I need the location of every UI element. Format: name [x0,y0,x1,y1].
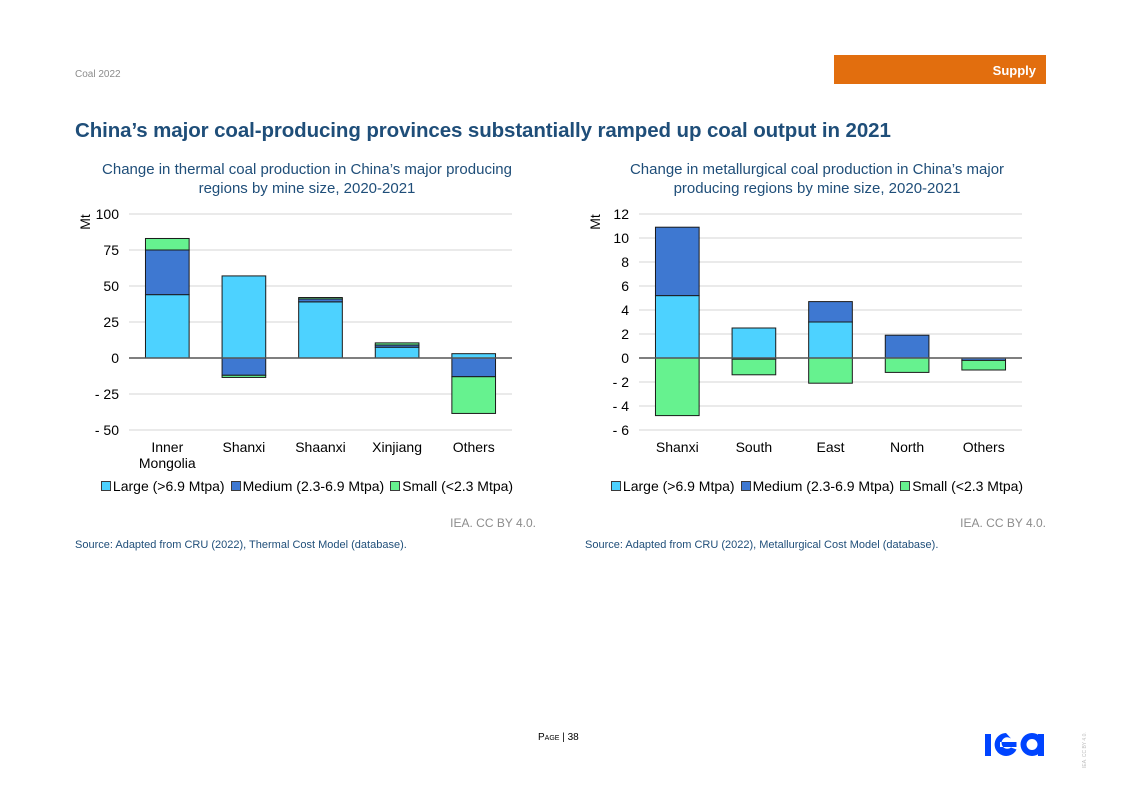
chart-title-line: Change in metallurgical coal production … [629,161,1005,178]
y-axis-label: Mt [587,214,603,230]
page-number: Page | 38 [538,732,579,743]
bar-segment-medium [654,226,700,297]
x-tick-label: Shaanxi [295,439,346,455]
bar-segment-small [451,376,497,414]
legend-item-medium: Medium (2.3-6.9 Mtpa) [230,478,385,494]
bar-segment-small [808,357,853,384]
x-tick-label: Others [963,439,1005,455]
y-tick-label: 100 [96,206,120,222]
x-tick-label: Shanxi [222,439,265,455]
metallurgical-chart-block: Change in metallurgical coal production … [582,160,1052,560]
bar-segment-medium [884,334,930,359]
bar-segment-medium [221,357,267,376]
thermal-chart-title: Change in thermal coal production in Chi… [72,160,542,198]
thermal-chart-block: Change in thermal coal production in Chi… [72,160,542,560]
legend-label: Small (<2.3 Mtpa) [402,478,514,494]
y-tick-label: 10 [613,230,629,246]
y-tick-label: - 6 [613,422,630,438]
chart-credit: IEA. CC BY 4.0. [450,516,536,530]
bar-segment-small [298,297,343,300]
y-tick-label: 4 [621,302,629,318]
chart-title-line: producing regions by mine size, 2020-202… [673,180,961,197]
metallurgical-chart-legend: Large (>6.9 Mtpa) Medium (2.3-6.9 Mtpa) … [582,478,1052,494]
bar-segment-large [654,295,700,359]
y-tick-label: 25 [103,314,119,330]
legend-label: Medium (2.3-6.9 Mtpa) [242,478,385,494]
y-tick-label: 2 [621,326,629,342]
y-tick-label: 8 [621,254,629,270]
legend-item-large: Large (>6.9 Mtpa) [610,478,735,494]
y-tick-label: 0 [621,350,629,366]
metallurgical-chart: 12 10 8 6 4 2 0 - 2 - 4 - 6 Mt Shanxi South East North… [587,206,1022,455]
y-tick-label: - 50 [95,422,119,438]
bar-segment-large [374,346,420,359]
x-tick-label: Xinjiang [372,439,422,455]
report-label: Coal 2022 [75,69,121,80]
legend-item-small: Small (<2.3 Mtpa) [900,478,1023,494]
legend-swatch-large [100,481,111,491]
bar-segment-large [808,321,853,359]
bar-segment-small [884,357,930,373]
bar-segment-small [654,357,700,417]
legend-item-medium: Medium (2.3-6.9 Mtpa) [740,478,895,494]
legend-swatch-medium [740,481,751,491]
chart-title-line: regions by mine size, 2020-2021 [198,180,416,197]
page-prefix: Page [538,732,560,743]
y-tick-label: 12 [613,206,629,222]
x-tick-label: Inner [151,439,183,455]
page-title: China’s major coal-producing provinces s… [75,119,891,142]
y-tick-label: - 2 [613,374,630,390]
section-tab: Supply [834,55,1046,84]
y-tick-label: 0 [111,350,119,366]
iea-logo-icon [985,733,1044,756]
x-tick-label: Mongolia [139,455,196,471]
legend-item-large: Large (>6.9 Mtpa) [100,478,225,494]
bar-segment-small [374,342,420,346]
bar-segment-large [221,275,267,359]
legend-swatch-small [390,481,401,491]
chart-title-line: Change in thermal coal production in Chi… [102,161,512,178]
metallurgical-chart-title: Change in metallurgical coal production … [582,160,1052,198]
bar-segment-large [144,294,190,359]
y-tick-label: 6 [621,278,629,294]
x-tick-label: South [736,439,773,455]
bar-segment-small [221,374,267,378]
legend-label: Small (<2.3 Mtpa) [912,478,1024,494]
x-tick-label: Others [453,439,495,455]
bar-segment-medium [808,301,853,323]
bar-segment-small [961,359,1007,371]
legend-item-small: Small (<2.3 Mtpa) [390,478,513,494]
chart-source: Source: Adapted from CRU (2022), Thermal… [75,539,407,551]
legend-label: Large (>6.9 Mtpa) [112,478,225,494]
bar-segment-medium [144,249,190,296]
x-tick-label: Shanxi [656,439,699,455]
y-tick-label: 75 [103,242,119,258]
y-tick-label: - 4 [613,398,630,414]
page-separator: | [559,732,568,743]
thermal-chart-legend: Large (>6.9 Mtpa) Medium (2.3-6.9 Mtpa) … [72,478,542,494]
x-tick-label: East [816,439,844,455]
legend-swatch-large [610,481,621,491]
x-tick-label: North [890,439,924,455]
chart-source: Source: Adapted from CRU (2022), Metallu… [585,539,939,551]
legend-swatch-medium [230,481,241,491]
page-number-value: 38 [567,732,579,743]
chart-credit: IEA. CC BY 4.0. [960,516,1046,530]
y-axis-label: Mt [77,214,93,230]
bar-segment-large [731,327,777,359]
bar-segment-medium [451,357,497,378]
bar-segment-small [144,237,190,251]
legend-label: Medium (2.3-6.9 Mtpa) [752,478,895,494]
side-credit: IEA. CC BY 4.0. [1082,732,1088,768]
legend-label: Large (>6.9 Mtpa) [622,478,735,494]
bar-segment-large [298,301,343,359]
y-tick-label: - 25 [95,386,119,402]
bar-segment-small [731,358,777,376]
legend-swatch-small [900,481,911,491]
y-tick-label: 50 [103,278,119,294]
